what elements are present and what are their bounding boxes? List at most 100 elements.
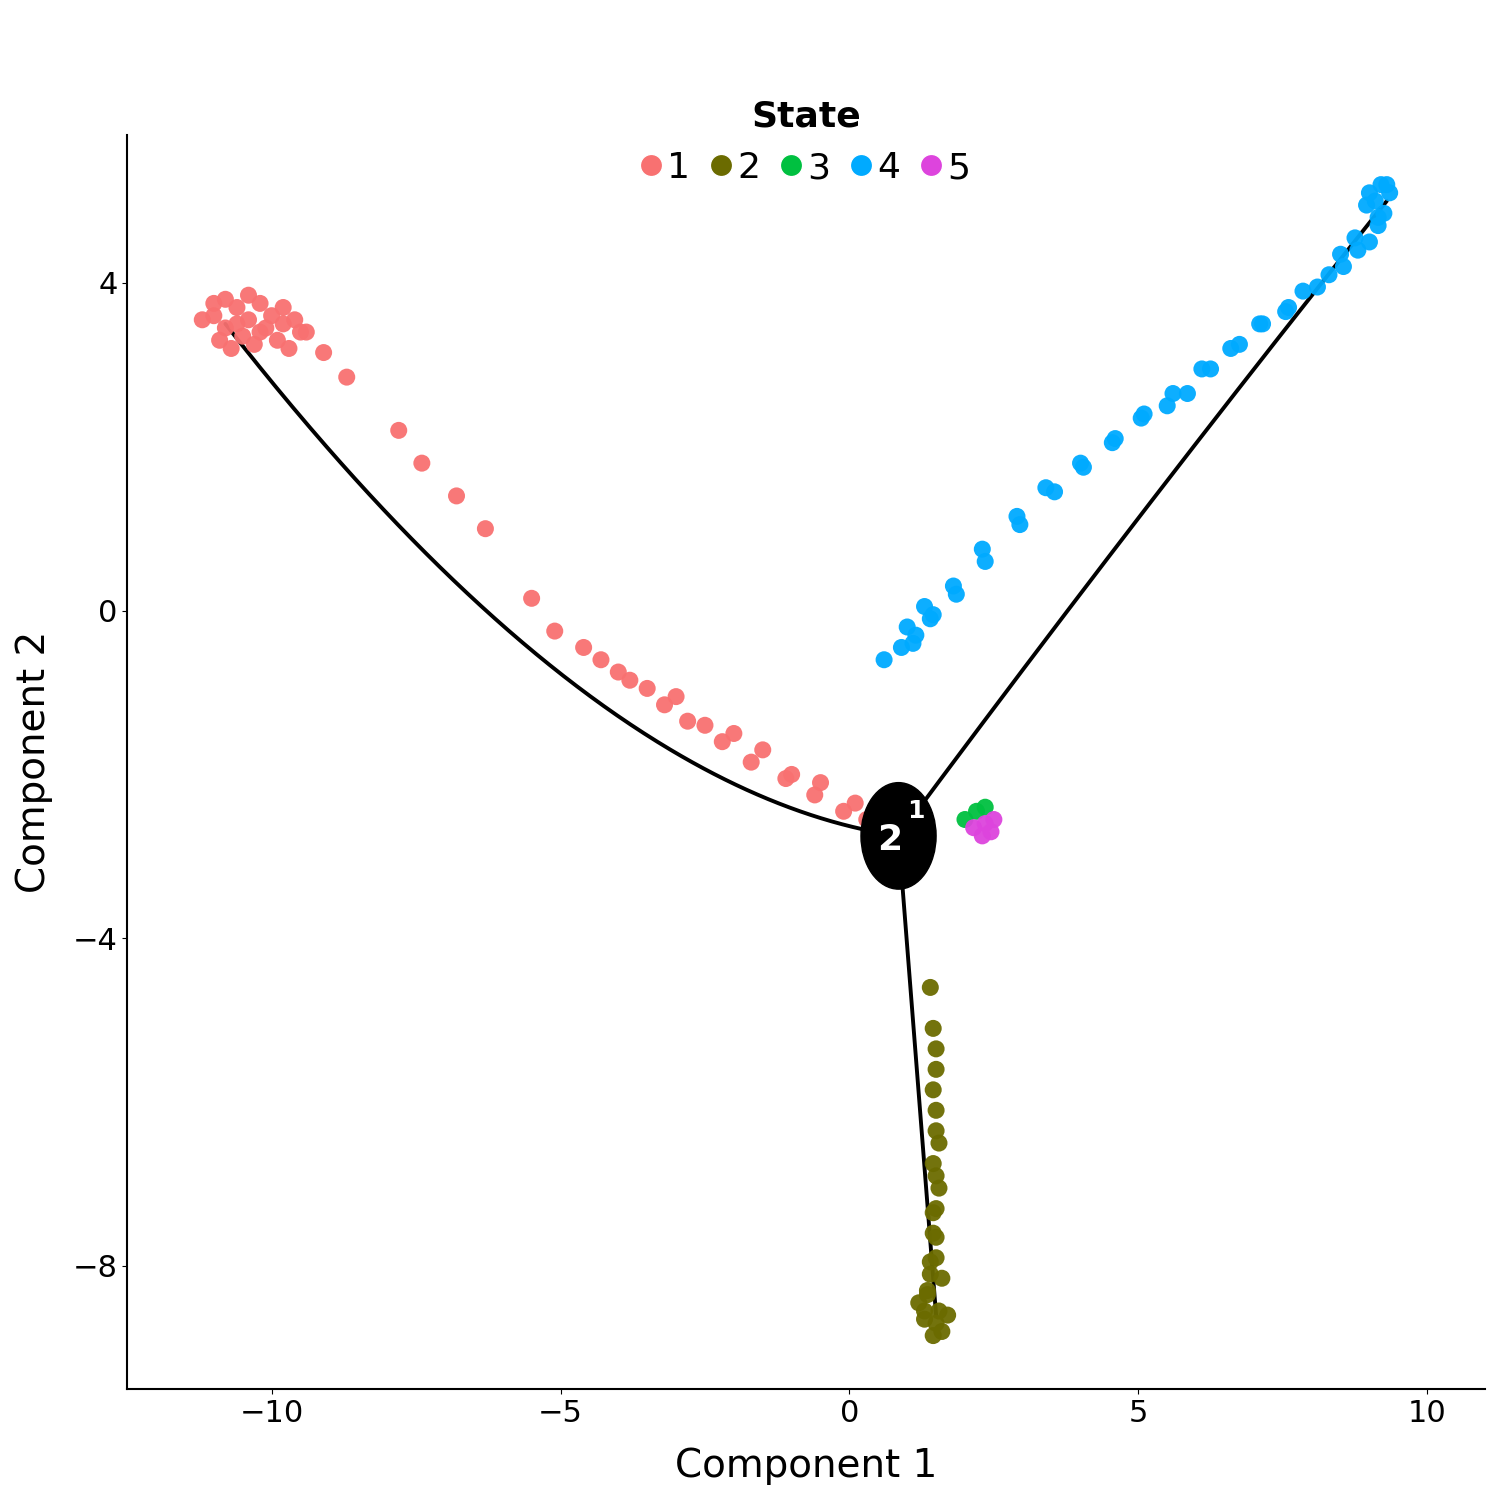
Point: [924, 1098, 948, 1122]
Point: [831, 800, 855, 824]
Point: [924, 1226, 948, 1250]
Point: [288, 320, 312, 344]
Point: [1102, 426, 1126, 450]
Point: [260, 303, 284, 327]
Point: [912, 1306, 936, 1330]
Point: [921, 1323, 945, 1347]
Point: [248, 291, 272, 315]
Point: [918, 608, 942, 631]
Point: [543, 620, 567, 644]
Point: [964, 800, 988, 824]
Point: [1372, 201, 1396, 225]
Point: [1248, 312, 1272, 336]
Point: [519, 586, 543, 610]
Point: [962, 816, 986, 840]
Point: [202, 291, 226, 315]
Point: [254, 316, 278, 340]
Point: [974, 795, 998, 819]
Point: [970, 537, 994, 561]
Point: [474, 516, 498, 540]
Point: [213, 288, 237, 312]
Point: [924, 1058, 948, 1082]
Point: [904, 622, 928, 646]
Point: [912, 1299, 936, 1323]
Point: [1042, 480, 1066, 504]
Point: [918, 1262, 942, 1286]
Legend: 1, 2, 3, 4, 5: 1, 2, 3, 4, 5: [627, 84, 984, 200]
Point: [808, 771, 832, 795]
Point: [693, 714, 717, 738]
Point: [312, 340, 336, 364]
Point: [1071, 454, 1095, 478]
Point: [927, 1299, 951, 1323]
Point: [924, 1164, 948, 1188]
Point: [1251, 312, 1275, 336]
Point: [444, 484, 468, 508]
Point: [282, 308, 306, 332]
Point: [1176, 381, 1200, 405]
Point: [921, 1017, 945, 1041]
Point: [802, 783, 826, 807]
Point: [1068, 452, 1092, 476]
Point: [921, 1078, 945, 1102]
Point: [936, 1304, 960, 1328]
Point: [930, 1266, 954, 1290]
Point: [334, 364, 358, 388]
Point: [213, 316, 237, 340]
Point: [1305, 274, 1329, 298]
Point: [1005, 504, 1029, 528]
Point: [921, 603, 945, 627]
Point: [1155, 394, 1179, 418]
Point: [1034, 476, 1058, 500]
Point: [572, 636, 596, 660]
Point: [915, 1282, 939, 1306]
Point: [1376, 172, 1400, 196]
Point: [1130, 406, 1154, 430]
Point: [924, 1119, 948, 1143]
Point: [243, 333, 267, 357]
Point: [942, 574, 966, 598]
Point: [974, 812, 998, 836]
Point: [190, 308, 214, 332]
Point: [921, 1200, 945, 1224]
Point: [1364, 189, 1388, 213]
Point: [278, 336, 302, 360]
Point: [1354, 194, 1378, 217]
Point: [1370, 172, 1394, 196]
Point: [924, 1036, 948, 1060]
Point: [1220, 336, 1244, 360]
Point: [1190, 357, 1214, 381]
Point: [861, 804, 885, 828]
Point: [1358, 182, 1382, 206]
Point: [1274, 300, 1298, 324]
Point: [231, 324, 255, 348]
Point: [871, 648, 895, 672]
Point: [675, 710, 699, 734]
Point: [980, 821, 1004, 844]
Point: [918, 1250, 942, 1274]
Point: [618, 668, 642, 692]
Point: [272, 296, 296, 320]
Point: [294, 320, 318, 344]
Point: [915, 1278, 939, 1302]
Point: [871, 812, 895, 836]
Point: [890, 636, 914, 660]
Point: [1008, 513, 1032, 537]
Point: [918, 975, 942, 999]
Point: [248, 320, 272, 344]
X-axis label: Component 1: Component 1: [675, 1448, 938, 1485]
Point: [921, 1152, 945, 1176]
Point: [740, 750, 764, 774]
Point: [711, 729, 735, 753]
Point: [924, 1311, 948, 1335]
Point: [780, 762, 804, 786]
Point: [664, 684, 688, 708]
Text: 2: 2: [878, 824, 903, 856]
Point: [634, 676, 658, 700]
Point: [908, 1292, 932, 1316]
Point: [1317, 262, 1341, 286]
Point: [1332, 255, 1356, 279]
Point: [1377, 182, 1401, 206]
Point: [1366, 206, 1390, 230]
Point: [225, 312, 249, 336]
